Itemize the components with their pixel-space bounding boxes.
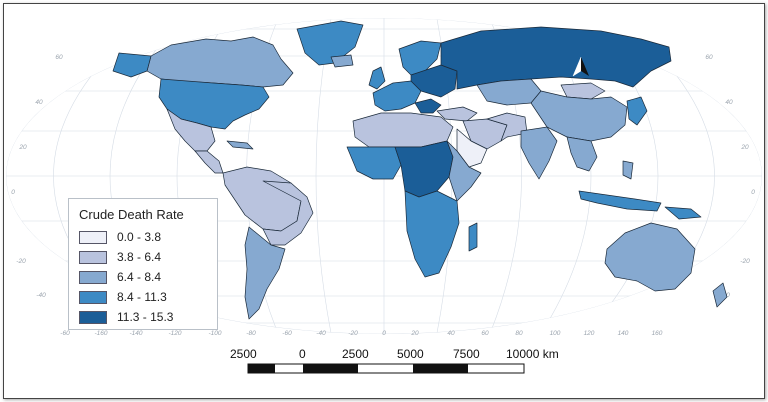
graticule-label: 80: [515, 330, 523, 337]
graticule-label: 120: [584, 330, 595, 337]
legend-label: 8.4 - 11.3: [117, 290, 167, 304]
graticule-label: 20: [740, 144, 749, 151]
brazil: [262, 180, 314, 246]
southeast-asia: [566, 136, 598, 172]
graticule-label: 60: [481, 330, 489, 337]
graticule-label: -60: [282, 330, 292, 337]
graticule-label: -20: [348, 330, 358, 337]
mexico: [166, 108, 216, 152]
legend-label: 0.0 - 3.8: [117, 230, 162, 244]
map-legend: Crude Death Rate 0.0 - 3.8 3.8 - 6.4 6.4…: [68, 198, 218, 330]
iran-afghanistan: [486, 112, 528, 142]
northern-south-america: [222, 166, 302, 232]
graticule-label: 0: [11, 189, 15, 196]
legend-swatch: [79, 230, 107, 244]
iceland: [330, 54, 354, 68]
scale-label: 2500: [230, 347, 257, 361]
legend-title: Crude Death Rate: [79, 207, 184, 222]
india: [520, 126, 558, 180]
scale-label: 0: [299, 347, 306, 361]
graticule-label: 40: [447, 330, 455, 337]
graticule-label: 20: [18, 144, 27, 151]
scale-label: 2500: [342, 347, 369, 361]
graticule-label: -20: [16, 258, 26, 265]
legend-item: 3.8 - 6.4: [79, 250, 161, 264]
korea-japan: [626, 96, 648, 126]
turkey: [436, 106, 478, 122]
legend-label: 11.3 - 15.3: [117, 310, 174, 324]
graticule-label: -40: [316, 330, 326, 337]
central-america: [194, 150, 224, 174]
legend-item: 8.4 - 11.3: [79, 290, 167, 304]
central-africa: [394, 140, 454, 198]
graticule-label: -160: [94, 330, 107, 337]
madagascar: [468, 222, 478, 252]
graticule-label: 60: [705, 54, 713, 61]
legend-swatch: [79, 250, 107, 264]
legend-item: 6.4 - 8.4: [79, 270, 161, 284]
graticule-label: 40: [725, 99, 733, 106]
graticule-label: -80: [246, 330, 256, 337]
graticule-label: -40: [36, 292, 46, 299]
alaska: [112, 52, 152, 78]
philippines: [622, 160, 634, 180]
uk: [368, 66, 386, 90]
legend-swatch: [79, 270, 107, 284]
legend-item: 0.0 - 3.8: [79, 230, 161, 244]
graticule-label: -20: [740, 258, 750, 265]
graticule-label: 20: [410, 330, 419, 337]
north-arrow-icon: [572, 56, 589, 77]
graticule-label: -140: [129, 330, 142, 337]
longitude-labels: -60 -160 -140 -120 -100 -80 -60 -40 -20 0 20 40 60 80…: [60, 330, 663, 337]
legend-label: 6.4 - 8.4: [117, 270, 162, 284]
legend-swatch: [79, 290, 107, 304]
land-masses: [112, 20, 728, 320]
north-africa: [352, 112, 454, 148]
indonesia: [578, 190, 662, 212]
australia: [604, 222, 696, 292]
new-zealand: [712, 282, 728, 308]
latitude-labels-left: 60 40 20 0 -20 -40: [11, 54, 63, 299]
scale-label: 7500: [453, 347, 480, 361]
graticule-label: 0: [382, 330, 386, 337]
east-africa: [446, 140, 482, 202]
graticule-label: 100: [550, 330, 561, 337]
russia: [440, 26, 672, 90]
legend-label: 3.8 - 6.4: [117, 250, 162, 264]
mongolia: [560, 82, 606, 100]
papua: [664, 206, 702, 220]
graticule-label: 40: [35, 99, 43, 106]
graticule-label: 0: [751, 189, 755, 196]
graticule-label: 160: [652, 330, 663, 337]
scale-label: 5000: [397, 347, 424, 361]
scandinavia: [398, 40, 442, 76]
graticule-label: -100: [208, 330, 221, 337]
southern-cone: [244, 226, 286, 320]
scale-label: 10000 km: [506, 347, 559, 361]
graticule-label: 60: [55, 54, 63, 61]
legend-swatch: [79, 310, 107, 324]
graticule-label: 140: [618, 330, 629, 337]
legend-item: 11.3 - 15.3: [79, 310, 173, 324]
caribbean: [226, 140, 254, 150]
graticule-label: -60: [60, 330, 70, 337]
china: [530, 90, 628, 142]
west-africa: [346, 146, 402, 180]
balkans: [414, 98, 442, 114]
southern-africa: [404, 190, 460, 278]
greenland: [296, 20, 364, 66]
graticule-label: -120: [168, 330, 181, 337]
